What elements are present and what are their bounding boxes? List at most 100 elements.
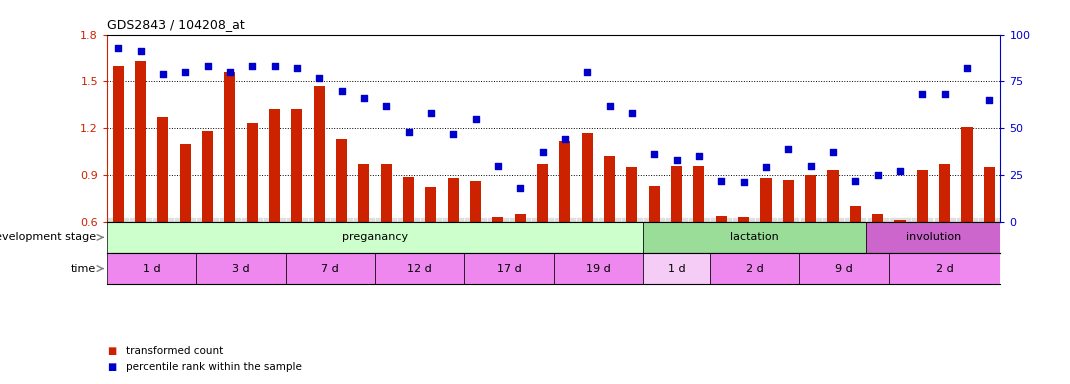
Bar <box>537 164 548 222</box>
Bar <box>889 253 1000 284</box>
Bar <box>286 253 376 284</box>
Point <box>556 136 574 142</box>
Point <box>869 172 886 178</box>
Text: 17 d: 17 d <box>496 263 521 273</box>
Bar <box>314 86 325 222</box>
Bar <box>917 170 928 222</box>
Bar <box>761 178 771 222</box>
Point <box>221 69 239 75</box>
Point <box>802 162 820 169</box>
Point <box>846 177 863 184</box>
Point <box>624 110 641 116</box>
Text: 2 d: 2 d <box>746 263 764 273</box>
Text: transformed count: transformed count <box>126 346 224 356</box>
Bar <box>202 131 213 222</box>
Point <box>824 149 841 156</box>
Point <box>109 45 126 51</box>
Bar <box>895 220 905 222</box>
Point <box>758 164 775 170</box>
Point <box>199 63 216 70</box>
Bar <box>782 180 794 222</box>
Bar <box>554 253 643 284</box>
Bar <box>107 253 197 284</box>
Bar <box>560 141 570 222</box>
Bar <box>376 253 464 284</box>
Point <box>266 63 284 70</box>
Bar <box>197 253 286 284</box>
Text: 19 d: 19 d <box>586 263 611 273</box>
Point <box>177 69 194 75</box>
Text: 9 d: 9 d <box>836 263 853 273</box>
Bar <box>515 214 525 222</box>
Bar <box>671 166 683 222</box>
Point <box>780 146 797 152</box>
Bar <box>180 144 190 222</box>
Text: percentile rank within the sample: percentile rank within the sample <box>126 362 302 372</box>
Bar <box>867 222 1000 253</box>
Bar <box>626 167 638 222</box>
Bar <box>983 167 995 222</box>
Bar <box>381 164 392 222</box>
Bar <box>112 66 124 222</box>
Point <box>579 69 596 75</box>
Text: 2 d: 2 d <box>936 263 953 273</box>
Bar <box>603 156 615 222</box>
Text: development stage: development stage <box>0 232 96 242</box>
Point <box>310 74 327 81</box>
Bar <box>643 253 710 284</box>
Bar <box>738 217 749 222</box>
Bar <box>135 61 147 222</box>
Bar <box>336 139 347 222</box>
Text: time: time <box>71 263 96 273</box>
Point <box>445 131 462 137</box>
Bar <box>107 222 643 253</box>
Bar <box>447 178 459 222</box>
Point <box>981 97 998 103</box>
Bar <box>805 175 816 222</box>
Bar <box>827 170 839 222</box>
Point <box>288 65 305 71</box>
Text: 3 d: 3 d <box>232 263 249 273</box>
Text: preganancy: preganancy <box>342 232 408 242</box>
Bar <box>693 166 704 222</box>
Point <box>400 129 417 135</box>
Point <box>154 71 171 77</box>
Bar <box>269 109 280 222</box>
Bar <box>716 215 727 222</box>
Point <box>668 157 685 163</box>
Point <box>601 103 618 109</box>
Point <box>378 103 395 109</box>
Bar <box>939 164 950 222</box>
Text: 7 d: 7 d <box>321 263 339 273</box>
Point <box>690 153 707 159</box>
Bar <box>470 181 482 222</box>
Point <box>645 151 662 157</box>
Point <box>489 162 506 169</box>
Bar <box>643 222 867 253</box>
Point <box>467 116 484 122</box>
Bar <box>157 117 168 222</box>
Bar <box>710 253 799 284</box>
Point <box>534 149 551 156</box>
Bar <box>425 187 437 222</box>
Point <box>132 48 149 55</box>
Bar <box>872 214 883 222</box>
Point <box>959 65 976 71</box>
Bar <box>403 177 414 222</box>
Bar <box>582 133 593 222</box>
Text: 1 d: 1 d <box>668 263 686 273</box>
Point <box>355 95 372 101</box>
Text: ■: ■ <box>107 346 117 356</box>
Point <box>423 110 440 116</box>
Point <box>244 63 261 70</box>
Bar <box>246 124 258 222</box>
Point <box>891 168 908 174</box>
Point <box>936 91 953 98</box>
Point <box>735 179 752 185</box>
Text: GDS2843 / 104208_at: GDS2843 / 104208_at <box>107 18 245 31</box>
Text: lactation: lactation <box>731 232 779 242</box>
Point <box>914 91 931 98</box>
Bar <box>799 253 889 284</box>
Point <box>713 177 730 184</box>
Point <box>511 185 529 191</box>
